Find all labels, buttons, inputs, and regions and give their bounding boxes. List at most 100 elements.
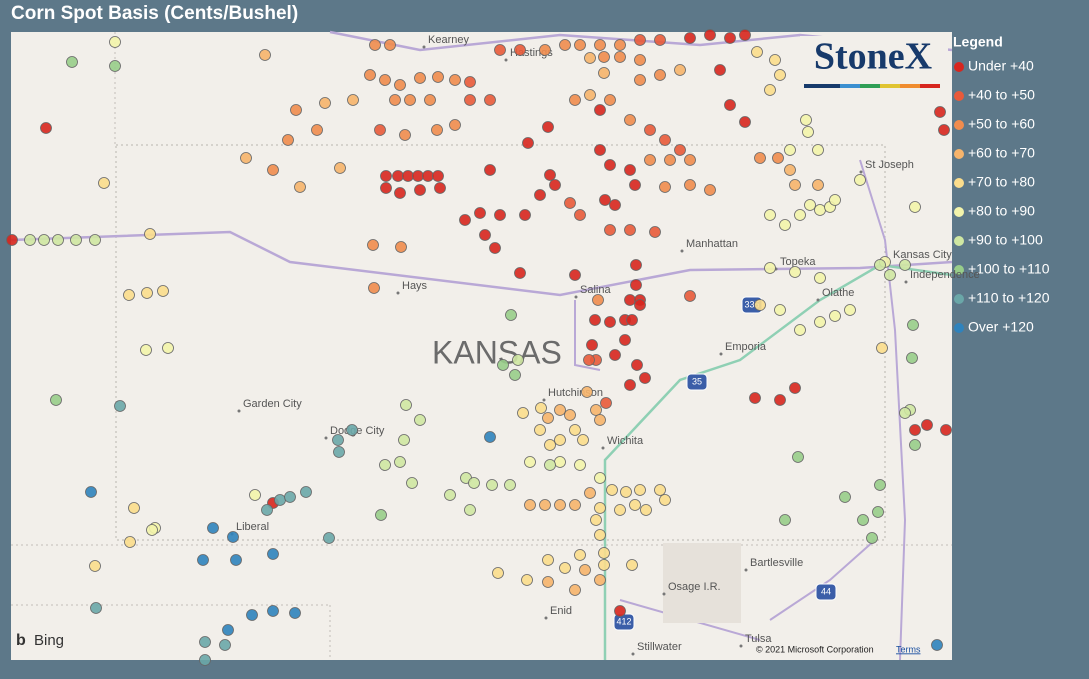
elevator-point [539,44,551,56]
legend-swatch [954,62,964,72]
elevator-point [789,382,801,394]
elevator-point [664,154,676,166]
elevator-point [774,394,786,406]
elevator-point [468,477,480,489]
interstate-70 [10,230,953,297]
map: KANSAS Bing b © 2021 Microsoft Corporati… [10,30,953,661]
elevator-point [521,574,533,586]
elevator-point [569,424,581,436]
elevator-point [584,487,596,499]
elevator-point [631,359,643,371]
place-label: Tulsa [745,633,772,645]
elevator-point [549,179,561,191]
elevator-point [114,400,126,412]
place-dot [662,592,666,596]
elevator-point [934,106,946,118]
place-label: Stillwater [637,641,682,653]
place-dot [816,298,820,302]
elevator-point [109,60,121,72]
legend-swatch [954,149,964,159]
terms-link[interactable]: Terms [896,644,921,654]
elevator-point [294,181,306,193]
elevator-point [394,187,406,199]
elevator-point [624,164,636,176]
elevator-point [854,174,866,186]
elevator-point [857,514,869,526]
bing-icon: b [16,632,26,649]
elevator-point [784,164,796,176]
points [6,29,952,666]
elevator-point [379,459,391,471]
elevator-point [938,124,950,136]
elevator-point [230,554,242,566]
elevator-point [644,154,656,166]
place-dot [396,291,400,295]
place-dot [631,652,635,656]
osage-area [663,543,741,623]
elevator-point [704,184,716,196]
elevator-point [564,409,576,421]
elevator-point [590,514,602,526]
elevator-point [512,354,524,366]
place-dot [544,616,548,620]
copyright: © 2021 Microsoft Corporation [756,644,874,654]
elevator-point [364,69,376,81]
place-label: Hutchinson [548,387,603,399]
elevator-point [505,309,517,321]
elevator-point [814,204,826,216]
elevator-point [684,32,696,44]
elevator-point [599,194,611,206]
elevator-point [574,549,586,561]
place-label: Hays [402,280,428,292]
elevator-point [714,64,726,76]
elevator-point [524,499,536,511]
elevator-point [598,51,610,63]
elevator-point [772,152,784,164]
legend-swatch [954,120,964,130]
elevator-point [614,51,626,63]
elevator-point [594,472,606,484]
elevator-point [754,152,766,164]
elevator-point [619,334,631,346]
elevator-point [559,39,571,51]
state-label: KANSAS [432,334,562,370]
place-label: Salina [580,284,611,296]
elevator-point [479,229,491,241]
elevator-point [128,502,140,514]
elevator-point [38,234,50,246]
elevator-point [274,494,286,506]
logo-bar [804,84,940,88]
elevator-point [940,424,952,436]
elevator-point [246,609,258,621]
elevator-point [921,419,933,431]
elevator-point [594,414,606,426]
highway-shield [815,583,837,601]
elevator-point [594,104,606,116]
elevator-point [739,116,751,128]
elevator-point [594,502,606,514]
elevator-point [222,624,234,636]
legend-title: Legend [953,34,1003,50]
borders [11,32,952,660]
elevator-point [282,134,294,146]
elevator-point [794,209,806,221]
elevator-point [634,484,646,496]
elevator-point [654,484,666,496]
elevator-point [347,94,359,106]
elevator-point [574,459,586,471]
elevator-point [559,562,571,574]
elevator-point [514,267,526,279]
elevator-point [876,342,888,354]
elevator-point [609,199,621,211]
elevator-point [494,209,506,221]
place-label: Kansas City [893,249,952,261]
place-label: Manhattan [686,238,738,250]
elevator-point [40,122,52,134]
elevator-point [311,124,323,136]
elevator-point [369,39,381,51]
elevator-point [259,49,271,61]
elevator-point [594,144,606,156]
elevator-point [569,584,581,596]
elevator-point [486,479,498,491]
elevator-point [802,126,814,138]
